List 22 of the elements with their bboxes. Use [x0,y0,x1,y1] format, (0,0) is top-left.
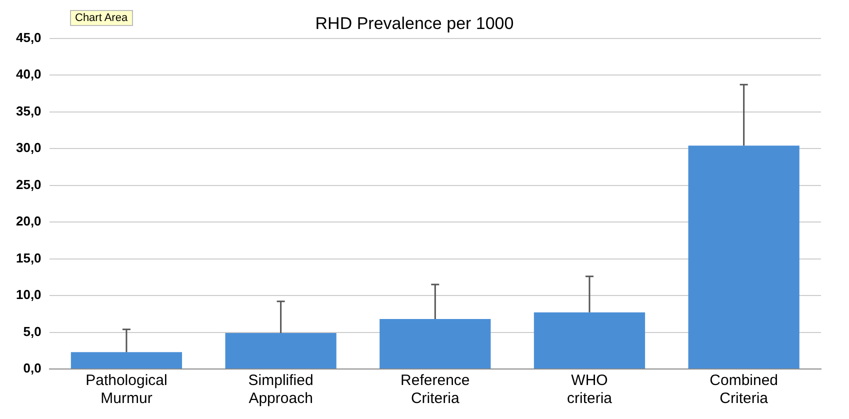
y-tick-label: 45,0 [16,30,42,45]
x-tick-label: Combined Criteria [710,372,778,408]
y-tick-label: 40,0 [16,66,42,82]
bar [380,319,491,368]
y-tick-label: 0,0 [23,360,42,376]
bar [70,352,182,368]
chart-title: RHD Prevalence per 1000 [315,14,514,33]
bar [534,312,646,368]
y-tick-label: 35,0 [16,103,42,118]
y-tick-label: 25,0 [16,176,42,192]
x-tick-label: WHO criteria [566,372,613,408]
y-tick-label: 10,0 [16,287,42,302]
y-tick-label: 20,0 [16,214,42,229]
x-tick-label: Pathological Murmur [86,372,168,408]
bar [688,146,800,368]
x-tick-label: Reference Criteria [400,372,470,408]
bar [225,333,336,368]
y-tick-label: 15,0 [16,250,42,266]
text: Chart Area [70,10,133,26]
y-tick-label: 30,0 [16,140,42,156]
x-tick-label: Simplified Approach [248,372,314,408]
y-tick-label: 5,0 [23,324,42,339]
